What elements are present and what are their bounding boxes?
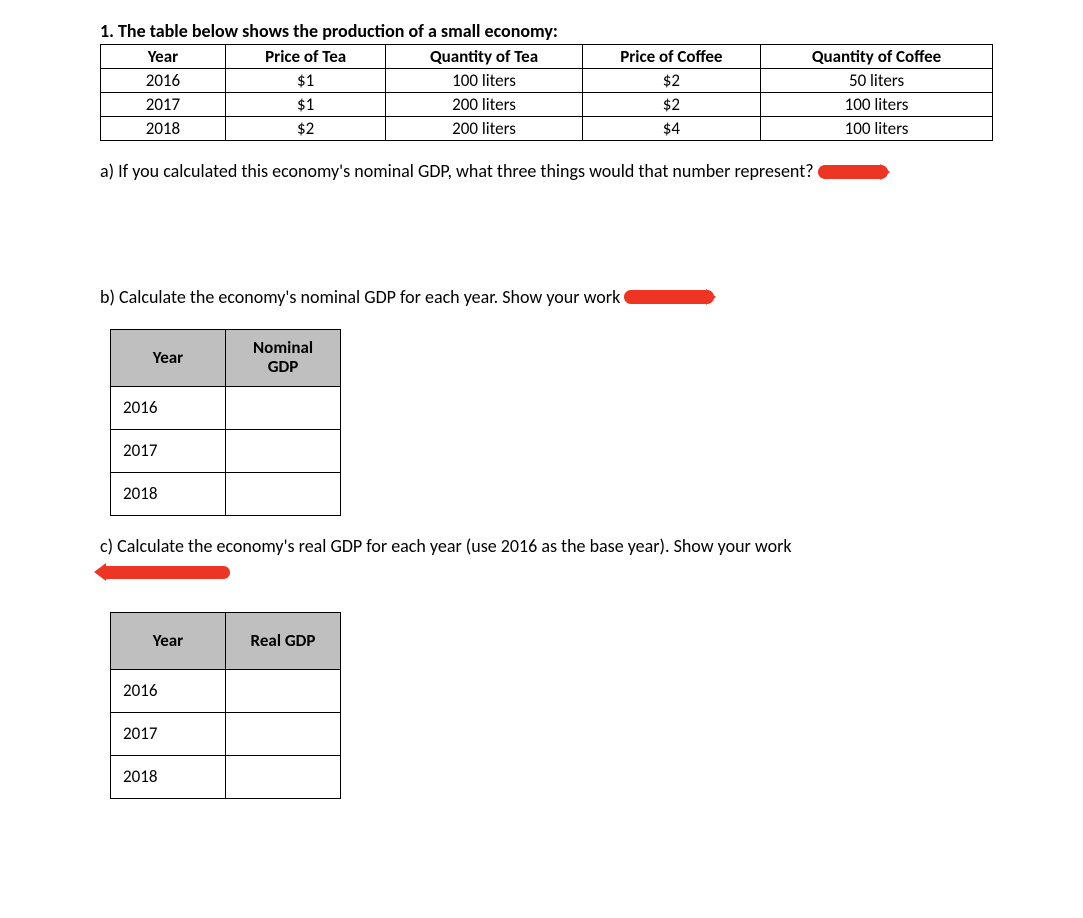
cell: $1 [225,69,386,93]
col-real-gdp: Real GDP [226,612,341,669]
real-gdp-table: Year Real GDP 2016 2017 2018 [110,612,341,799]
redaction-icon [818,165,888,179]
cell: $2 [582,69,760,93]
cell-year: 2017 [111,712,226,755]
redaction-mark [100,562,240,582]
question-a-text: a) If you calculated this economy's nomi… [100,160,818,182]
table-row: 2017 $1 200 liters $2 100 liters [101,93,993,117]
cell: $2 [582,93,760,117]
cell-year: 2016 [111,386,226,429]
spacer [100,185,993,285]
cell-value [226,669,341,712]
col-nominal-gdp: NominalGDP [226,329,341,386]
cell-value [226,472,341,515]
col-price-coffee: Price of Coffee [582,45,760,69]
question-c: c) Calculate the economy's real GDP for … [100,534,993,558]
cell: 200 liters [386,117,582,141]
cell: 2017 [101,93,226,117]
question-title: 1. The table below shows the production … [100,20,993,42]
cell: $2 [225,117,386,141]
cell: $1 [225,93,386,117]
col-price-tea: Price of Tea [225,45,386,69]
cell: 200 liters [386,93,582,117]
table-row: 2016 [111,669,341,712]
cell: 100 liters [761,93,993,117]
cell-year: 2018 [111,755,226,798]
cell: 2018 [101,117,226,141]
redaction-icon [624,290,714,304]
cell: $4 [582,117,760,141]
production-table: Year Price of Tea Quantity of Tea Price … [100,44,993,141]
redaction-mark [818,161,888,185]
col-year: Year [111,612,226,669]
col-year: Year [101,45,226,69]
cell-value [226,755,341,798]
nominal-gdp-table: Year NominalGDP 2016 2017 2018 [110,329,341,516]
table-row: 2018 [111,755,341,798]
cell-value [226,712,341,755]
redaction-icon [100,566,230,579]
question-b: b) Calculate the economy's nominal GDP f… [100,285,993,311]
worksheet-page: 1. The table below shows the production … [0,0,1083,918]
cell: 100 liters [761,117,993,141]
table-row: 2018 $2 200 liters $4 100 liters [101,117,993,141]
question-c-text: c) Calculate the economy's real GDP for … [100,535,792,557]
col-qty-coffee: Quantity of Coffee [761,45,993,69]
table-header-row: Year Price of Tea Quantity of Tea Price … [101,45,993,69]
table-row: 2017 [111,712,341,755]
cell-year: 2016 [111,669,226,712]
col-qty-tea: Quantity of Tea [386,45,582,69]
cell-year: 2018 [111,472,226,515]
table-row: 2016 [111,386,341,429]
col-year: Year [111,329,226,386]
cell-year: 2017 [111,429,226,472]
redaction-mark [624,286,714,310]
table-row: 2017 [111,429,341,472]
cell: 50 liters [761,69,993,93]
question-b-text: b) Calculate the economy's nominal GDP f… [100,286,624,308]
table-header-row: Year Real GDP [111,612,341,669]
cell-value [226,386,341,429]
table-row: 2016 $1 100 liters $2 50 liters [101,69,993,93]
cell: 100 liters [386,69,582,93]
table-header-row: Year NominalGDP [111,329,341,386]
cell: 2016 [101,69,226,93]
table-row: 2018 [111,472,341,515]
cell-value [226,429,341,472]
question-a: a) If you calculated this economy's nomi… [100,159,993,185]
